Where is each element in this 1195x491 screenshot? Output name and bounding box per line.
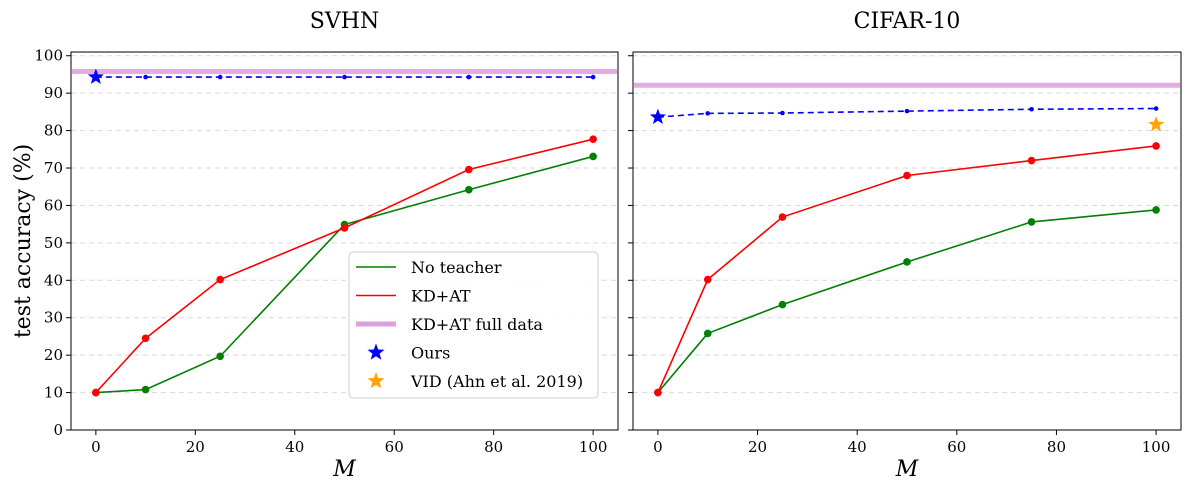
data-point-kd-at: [141, 334, 150, 343]
x-tick-label: 0: [653, 438, 663, 456]
plot-frame: [70, 51, 619, 431]
x-tick-label: 0: [91, 438, 101, 456]
x-tick-label: 20: [186, 438, 205, 456]
data-point-no-teacher: [778, 300, 787, 309]
x-tick-label: 20: [748, 438, 767, 456]
x-tick-label: 40: [285, 438, 304, 456]
data-point-ours: [904, 108, 910, 114]
legend-label-kd-at: KD+AT: [411, 287, 471, 306]
legend-label-vid-ahn-et-al-2019: VID (Ahn et al. 2019): [410, 372, 583, 391]
y-tick-label: 80: [44, 122, 63, 140]
panel-title: CIFAR-10: [854, 9, 961, 34]
data-point-ours: [780, 110, 785, 116]
data-point-kd-at: [589, 135, 597, 144]
plot-frame: [632, 51, 1182, 431]
y-tick-label: 0: [53, 421, 63, 439]
y-tick-label: 50: [44, 234, 63, 252]
y-axis-label: test accuracy (%): [11, 144, 36, 338]
data-point-kd-at: [1152, 142, 1160, 150]
data-point-no-teacher: [216, 352, 224, 361]
data-point-ours: [1029, 106, 1034, 112]
x-tick-label: 80: [1047, 438, 1066, 456]
data-point-no-teacher: [703, 329, 712, 338]
star-marker-ours: [649, 108, 666, 124]
y-tick-label: 30: [44, 309, 63, 327]
y-tick-label: 70: [44, 159, 63, 177]
x-tick-label: 60: [947, 438, 966, 456]
x-tick-label: 100: [1142, 438, 1171, 456]
data-point-kd-at: [903, 171, 911, 180]
panel-0: SVHN 0 10 20 30 40 50 60 70 80 90 100 0 20 40 60 80 100 Mt…: [11, 9, 619, 482]
data-point-no-teacher: [1027, 218, 1036, 226]
legend-label-kd-at-full-data: KD+AT full data: [411, 315, 543, 334]
data-point-kd-at: [1027, 156, 1036, 165]
data-point-ours: [590, 74, 596, 80]
panel-1: CIFAR-10 0 20 40 60 80 100 M: [628, 9, 1182, 482]
legend-star-ours: [367, 343, 385, 360]
data-point-no-teacher: [465, 185, 473, 194]
data-point-no-teacher: [1152, 206, 1160, 214]
y-tick-label: 20: [44, 346, 63, 364]
data-point-no-teacher: [903, 258, 911, 266]
series-line-no-teacher: [95, 155, 594, 394]
data-point-kd-at: [340, 224, 349, 232]
series-line-kd-at: [95, 138, 594, 394]
x-tick-label: 60: [385, 438, 404, 456]
series-line-ours: [657, 107, 1157, 118]
data-point-ours: [217, 74, 223, 80]
data-point-ours: [143, 74, 148, 80]
series-line-no-teacher: [657, 209, 1157, 394]
data-point-ours: [342, 74, 347, 80]
y-tick-label: 60: [44, 196, 63, 214]
legend-label-no-teacher: No teacher: [411, 258, 502, 277]
legend-star-vid-ahn-et-al-2019: [367, 372, 385, 389]
data-point-kd-at: [92, 388, 100, 397]
data-point-ours: [1153, 106, 1159, 111]
data-point-no-teacher: [141, 385, 150, 394]
x-axis-label: M: [332, 457, 356, 482]
data-point-kd-at: [216, 275, 224, 284]
legend-box: [348, 251, 599, 399]
x-tick-label: 100: [579, 438, 608, 456]
legend: No teacher KD+AT KD+AT full data Ours VID (A…: [348, 251, 599, 399]
y-tick-label: 10: [44, 384, 63, 402]
data-point-no-teacher: [589, 152, 597, 161]
data-point-kd-at: [703, 275, 712, 284]
star-marker-vid-ahn-et-al-2019-: [1148, 116, 1165, 132]
data-point-kd-at: [778, 213, 787, 221]
y-tick-label: 100: [34, 47, 63, 65]
star-marker-ours: [87, 68, 104, 84]
panel-title: SVHN: [310, 9, 379, 34]
y-tick-label: 40: [44, 271, 63, 289]
data-point-kd-at: [465, 165, 473, 174]
y-tick-label: 90: [44, 84, 63, 102]
legend-label-ours: Ours: [411, 344, 450, 363]
x-axis-label: M: [895, 457, 919, 482]
series-line-kd-at: [657, 145, 1157, 393]
data-point-ours: [705, 111, 711, 116]
data-point-ours: [466, 74, 472, 80]
x-tick-label: 80: [484, 438, 503, 456]
data-point-kd-at: [654, 388, 662, 397]
x-tick-label: 40: [848, 438, 867, 456]
